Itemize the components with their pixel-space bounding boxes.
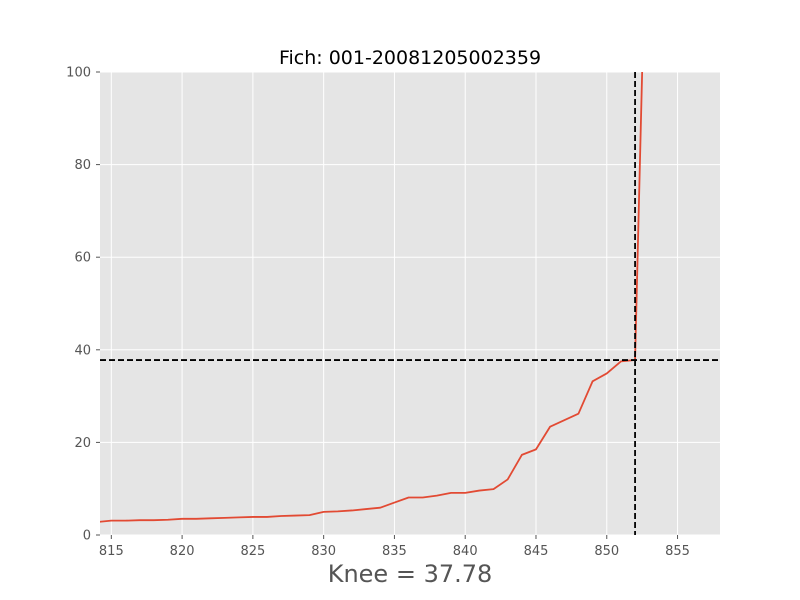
series (100, 72, 644, 523)
chart-title: Fich: 001-20081205002359 (279, 47, 541, 69)
knee-markers (100, 72, 720, 535)
y-tick-label: 20 (74, 436, 91, 451)
plot-area (100, 72, 720, 535)
x-tick-label: 850 (594, 544, 619, 559)
x-tick-label: 840 (453, 544, 478, 559)
x-tick-label: 820 (170, 544, 195, 559)
y-tick-label: 40 (74, 343, 91, 358)
x-tick-label: 855 (665, 544, 690, 559)
axes: 815 820 825 830 835 840 845 850 855 0 20 40 60 80 100 (66, 66, 690, 560)
x-axis-label: Knee = 37.78 (328, 560, 493, 588)
y-tick-label: 60 (74, 251, 91, 266)
y-tick-label: 100 (66, 66, 91, 81)
y-tick-label: 80 (74, 158, 91, 173)
x-tick-label: 830 (311, 544, 336, 559)
y-tick-label: 0 (83, 529, 91, 544)
x-tick-label: 815 (99, 544, 124, 559)
x-tick-label: 845 (524, 544, 549, 559)
x-tick-label: 835 (382, 544, 407, 559)
grid (100, 71, 720, 536)
x-tick-label: 825 (240, 544, 265, 559)
series-line (100, 72, 644, 523)
